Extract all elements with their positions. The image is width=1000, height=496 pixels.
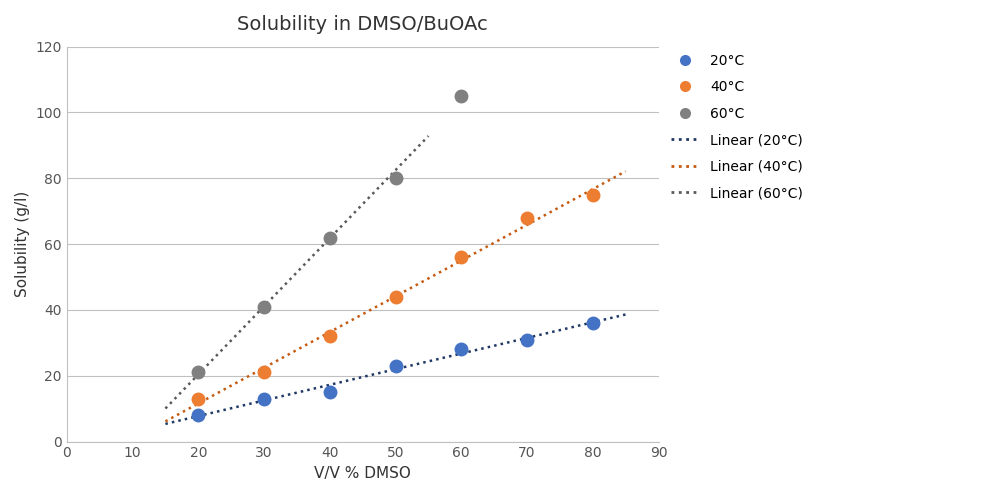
20°C [256,395,272,403]
X-axis label: V/V % DMSO: V/V % DMSO [314,466,411,481]
20°C [388,362,404,370]
40°C [256,369,272,376]
40°C [585,191,601,199]
20°C [453,346,469,354]
60°C [322,234,338,242]
60°C [453,92,469,100]
40°C [190,395,206,403]
60°C [388,174,404,182]
40°C [519,214,535,222]
60°C [190,369,206,376]
Legend: 20°C, 40°C, 60°C, Linear (20°C), Linear (40°C), Linear (60°C): 20°C, 40°C, 60°C, Linear (20°C), Linear … [671,54,803,200]
40°C [388,293,404,301]
Y-axis label: Solubility (g/l): Solubility (g/l) [15,191,30,297]
20°C [585,319,601,327]
60°C [256,303,272,310]
20°C [519,336,535,344]
40°C [322,332,338,340]
20°C [322,388,338,396]
Title: Solubility in DMSO/BuOAc: Solubility in DMSO/BuOAc [237,15,488,34]
20°C [190,411,206,419]
40°C [453,253,469,261]
